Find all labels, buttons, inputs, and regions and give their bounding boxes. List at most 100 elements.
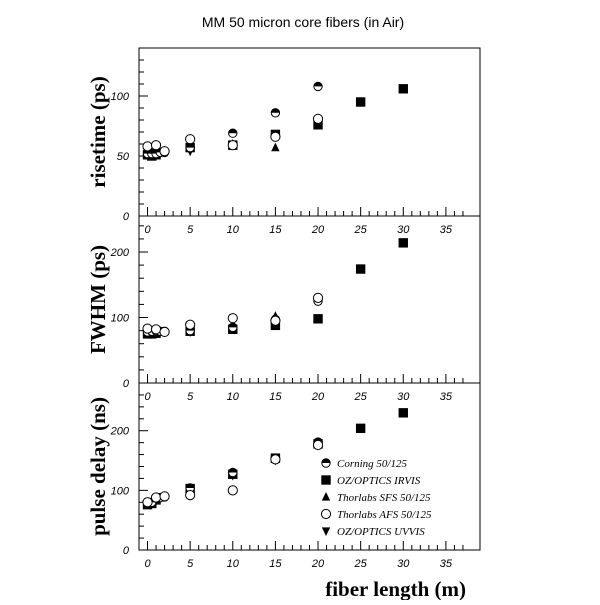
data-point (159, 326, 170, 338)
data-point (270, 108, 281, 118)
data-point (228, 322, 238, 333)
legend-item-corning-50-125: Corning 50/125 (321, 458, 407, 470)
legend-label: OZ/OPTICS IRVIS (337, 475, 421, 487)
data-point (270, 315, 281, 326)
data-point (312, 439, 324, 451)
data-point (398, 238, 408, 248)
data-point (270, 454, 281, 465)
x-tick-label: 30 (397, 224, 410, 236)
data-point-fill (185, 483, 195, 488)
data-point (142, 323, 153, 334)
y-tick-label: 100 (111, 485, 130, 497)
data-point (150, 492, 162, 503)
data-point-fill (313, 82, 323, 87)
data-point (271, 142, 280, 152)
legend-label: Thorlabs SFS 50/125 (337, 492, 431, 504)
legend-label: OZ/OPTICS UVVIS (337, 526, 425, 538)
x-tick-label: 25 (354, 558, 368, 570)
data-point (227, 140, 238, 151)
data-point (185, 319, 196, 330)
legend-item-oz-optics-irvis: OZ/OPTICS IRVIS (321, 475, 421, 487)
x-tick-label: 0 (144, 558, 151, 570)
data-point (185, 134, 196, 145)
panel-3-frame (138, 382, 481, 551)
data-point (227, 313, 238, 324)
data-point (142, 497, 153, 508)
data-point (228, 467, 238, 478)
x-axis-label: fiber length (m) (325, 577, 466, 600)
chart-title: MM 50 micron core fibers (in Air) (202, 14, 404, 30)
y-tick-label: 200 (110, 247, 130, 259)
data-point (355, 97, 366, 107)
legend-marker (321, 527, 331, 536)
x-tick-label: 20 (311, 224, 325, 236)
panel-1: 0 50 100 0 5 10 15 20 25 30 35 risetime (ps) (86, 47, 481, 236)
legend-item-thorlabs-sfs-50-125: Thorlabs SFS 50/125 (321, 492, 431, 504)
series-corning-50-125 (142, 437, 323, 508)
data-point (150, 324, 162, 335)
data-point (150, 140, 162, 151)
y-tick-label: 0 (123, 545, 130, 557)
x-tick-label: 5 (187, 391, 194, 403)
legend-marker (321, 492, 331, 501)
x-tick-label: 15 (269, 558, 282, 570)
data-point (313, 81, 323, 92)
x-tick-label: 25 (354, 391, 368, 403)
data-point (398, 84, 408, 94)
legend-label: Thorlabs AFS 50/125 (337, 509, 432, 521)
x-tick-label: 10 (227, 391, 240, 403)
x-tick-label: 0 (144, 391, 151, 403)
y-tick-label: 200 (110, 426, 130, 438)
data-point (159, 491, 170, 502)
y-tick-label: 100 (111, 313, 130, 325)
data-point-fill (228, 128, 237, 134)
data-point (355, 264, 366, 274)
data-point (142, 141, 153, 152)
legend-marker (321, 458, 331, 468)
x-tick-label: 15 (269, 224, 282, 236)
data-point (312, 292, 324, 303)
series-thorlabs-afs-50-125 (142, 113, 324, 157)
data-point-fill (228, 468, 237, 473)
y-tick-label: 0 (123, 211, 130, 223)
x-tick-label: 0 (144, 224, 151, 236)
data-point (159, 146, 170, 157)
legend-marker (321, 475, 331, 485)
data-point (185, 483, 195, 493)
data-point (228, 128, 238, 138)
data-point (185, 142, 195, 153)
y-tick-label: 100 (111, 91, 130, 103)
y-axis-label: FWHM (ps) (86, 245, 110, 354)
x-tick-label: 10 (227, 558, 240, 570)
series-thorlabs-afs-50-125 (142, 292, 324, 338)
y-axis-label: pulse delay (ns) (86, 397, 110, 536)
legend-marker-fill (321, 458, 331, 463)
data-point-fill (228, 323, 237, 328)
panel-2: 0 100 200 0 5 10 15 20 25 30 35 FWHM (ps) (86, 215, 481, 403)
x-tick-label: 35 (440, 558, 453, 570)
data-point (227, 485, 238, 496)
data-point (355, 423, 366, 434)
panel-1-frame (138, 47, 481, 217)
x-tick-label: 10 (227, 224, 240, 236)
legend-item-oz-optics-uvvis: OZ/OPTICS UVVIS (321, 526, 425, 538)
x-tick-label: 20 (311, 558, 325, 570)
legend: Corning 50/125 OZ/OPTICS IRVIS Thorlabs SF… (320, 458, 432, 538)
legend-label: Corning 50/125 (337, 458, 407, 470)
x-tick-label: 20 (311, 391, 325, 403)
y-tick-label: 50 (117, 151, 130, 163)
data-point-fill (271, 108, 280, 113)
data-point (398, 408, 408, 418)
series-thorlabs-afs-50-125 (142, 439, 324, 508)
x-tick-label: 25 (354, 224, 368, 236)
x-tick-label: 35 (440, 224, 453, 236)
data-point-fill (185, 143, 195, 148)
x-tick-label: 30 (397, 558, 410, 570)
data-point (313, 314, 323, 324)
data-point (270, 131, 281, 142)
legend-item-thorlabs-afs-50-125: Thorlabs AFS 50/125 (320, 508, 432, 521)
